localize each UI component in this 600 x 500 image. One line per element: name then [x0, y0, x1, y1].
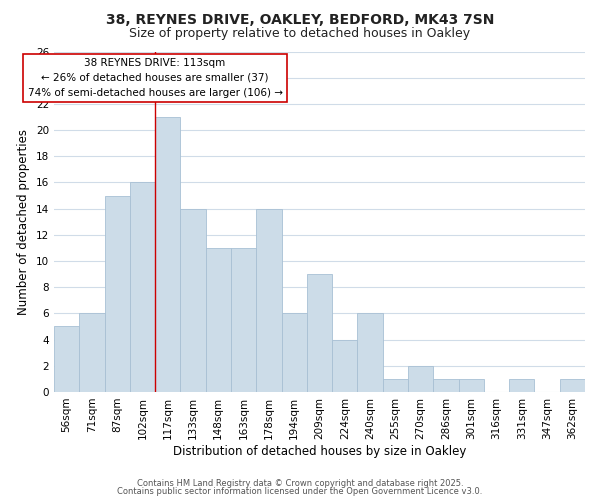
Bar [181, 208, 206, 392]
Text: Contains HM Land Registry data © Crown copyright and database right 2025.: Contains HM Land Registry data © Crown c… [137, 478, 463, 488]
Bar [408, 366, 433, 392]
Bar [231, 248, 256, 392]
Bar [307, 274, 332, 392]
Bar [79, 314, 104, 392]
Bar [155, 117, 181, 392]
Bar [130, 182, 155, 392]
Text: 38 REYNES DRIVE: 113sqm
← 26% of detached houses are smaller (37)
74% of semi-de: 38 REYNES DRIVE: 113sqm ← 26% of detache… [28, 58, 283, 98]
Bar [560, 379, 585, 392]
Bar [54, 326, 79, 392]
Bar [256, 208, 281, 392]
Bar [332, 340, 358, 392]
Bar [104, 196, 130, 392]
Bar [358, 314, 383, 392]
Bar [509, 379, 535, 392]
Bar [383, 379, 408, 392]
Bar [206, 248, 231, 392]
Text: 38, REYNES DRIVE, OAKLEY, BEDFORD, MK43 7SN: 38, REYNES DRIVE, OAKLEY, BEDFORD, MK43 … [106, 12, 494, 26]
Text: Contains public sector information licensed under the Open Government Licence v3: Contains public sector information licen… [118, 487, 482, 496]
Y-axis label: Number of detached properties: Number of detached properties [17, 128, 30, 314]
Bar [458, 379, 484, 392]
Bar [281, 314, 307, 392]
Text: Size of property relative to detached houses in Oakley: Size of property relative to detached ho… [130, 28, 470, 40]
Bar [433, 379, 458, 392]
X-axis label: Distribution of detached houses by size in Oakley: Distribution of detached houses by size … [173, 444, 466, 458]
